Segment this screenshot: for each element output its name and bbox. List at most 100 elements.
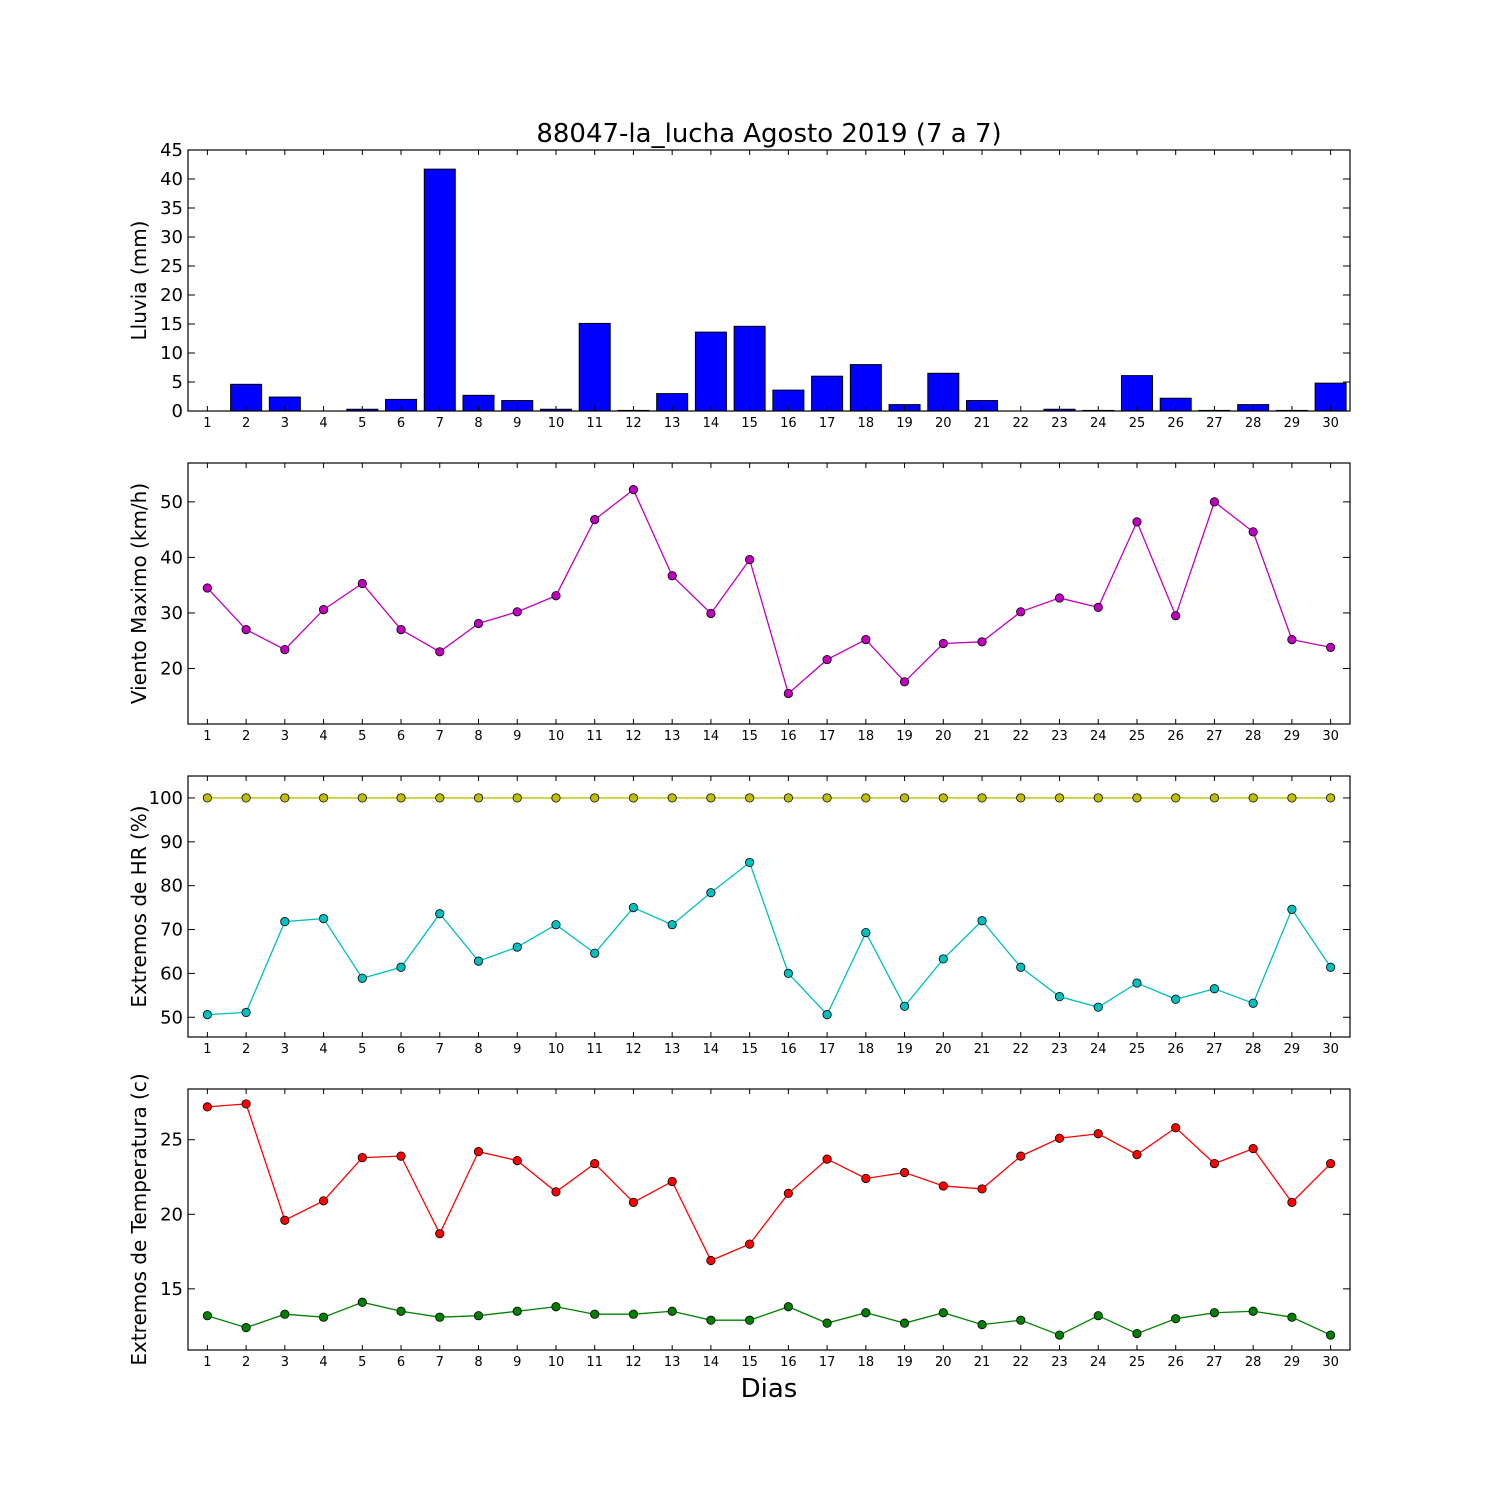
plot-frame [187, 149, 1351, 412]
x-tick-label: 16 [780, 416, 797, 431]
y-tick-label: 35 [160, 198, 183, 219]
x-tick-label: 25 [1129, 1355, 1146, 1370]
y-tick-label: 15 [160, 1279, 183, 1300]
y-tick-label: 60 [160, 963, 183, 984]
x-tick-label: 12 [625, 729, 642, 744]
x-tick-label: 24 [1090, 1042, 1107, 1057]
data-point-day-23 [1054, 1330, 1065, 1340]
x-tick-label: 2 [242, 1355, 250, 1370]
x-tick-label: 4 [319, 1042, 327, 1057]
data-point-day-9 [512, 942, 522, 952]
x-tick-label: 6 [397, 729, 405, 744]
data-point-day-17 [822, 654, 832, 665]
y-tick-label: 70 [160, 920, 183, 941]
x-tick-label: 6 [397, 416, 405, 431]
data-point-day-15 [745, 1239, 755, 1249]
chart-panels: 1 2 3 4 5 6 7 8 9 10 11 12 13 14 15 16 17 18 19 20 21 22 23 24 2… [127, 140, 1351, 1370]
x-tick-label: 3 [281, 1355, 289, 1370]
y-tick-label: 15 [160, 314, 183, 335]
y-tick-label: 5 [172, 372, 183, 393]
data-point-day-15 [745, 793, 755, 803]
data-point-day-16 [783, 1188, 793, 1199]
x-tick-label: 23 [1051, 1355, 1068, 1370]
data-point-day-26 [1171, 793, 1181, 803]
data-point-day-10 [551, 920, 561, 930]
data-point-day-30 [1326, 962, 1336, 972]
data-point-day-6 [396, 962, 406, 972]
data-point-day-26 [1171, 994, 1181, 1004]
y-tick-label: 90 [160, 832, 183, 853]
series-line-2 [207, 861, 1332, 1016]
x-tick-label: 3 [281, 1042, 289, 1057]
x-tick-label: 21 [974, 1042, 991, 1057]
data-point-day-20 [938, 793, 948, 803]
data-point-day-4 [318, 793, 329, 803]
data-point-day-2 [241, 1099, 251, 1109]
x-tick-label: 1 [203, 1355, 211, 1370]
data-point-day-30 [1326, 793, 1336, 803]
x-tick-label: 14 [703, 1355, 720, 1370]
x-tick-label: 9 [513, 729, 521, 744]
x-tick-label: 18 [858, 1355, 875, 1370]
x-tick-label: 13 [664, 1042, 681, 1057]
data-point-day-10 [551, 1187, 561, 1197]
data-point-day-20 [938, 638, 948, 649]
rain-bar-day-18 [849, 364, 882, 412]
data-point-day-16 [783, 1302, 793, 1312]
data-point-day-21 [977, 916, 987, 926]
data-point-day-12 [628, 1309, 639, 1319]
x-tick-label: 18 [858, 729, 875, 744]
series-line-1 [207, 1103, 1332, 1262]
x-tick-label: 16 [780, 729, 797, 744]
data-point-day-25 [1132, 1328, 1142, 1339]
x-tick-label: 15 [741, 1355, 758, 1370]
x-tick-label: 5 [358, 729, 366, 744]
panel-3: 1 2 3 4 5 6 7 8 9 10 11 12 13 14 15 16 17 18 19 20 21 22 23 24 2… [127, 775, 1351, 1057]
x-tick-label: 26 [1167, 1355, 1184, 1370]
y-tick-label: 80 [160, 876, 183, 897]
x-tick-label: 25 [1129, 416, 1146, 431]
data-point-day-5 [357, 1153, 367, 1163]
data-point-day-4 [318, 1312, 329, 1322]
data-point-day-23 [1054, 593, 1065, 603]
x-tick-label: 21 [974, 729, 991, 744]
data-point-day-6 [396, 1151, 406, 1161]
data-point-day-26 [1171, 1123, 1181, 1133]
x-tick-label: 28 [1245, 729, 1262, 744]
x-tick-label: 29 [1284, 416, 1301, 431]
data-point-day-11 [590, 1309, 600, 1319]
x-tick-label: 20 [935, 1042, 952, 1057]
data-point-day-20 [938, 1181, 948, 1191]
series-line-1 [206, 488, 1331, 695]
data-point-day-3 [280, 1309, 290, 1319]
data-point-day-19 [899, 677, 910, 687]
figure-title: 88047-la_lucha Agosto 2019 (7 a 7) [536, 119, 1001, 149]
x-tick-label: 17 [819, 1355, 836, 1370]
data-point-day-11 [590, 1158, 600, 1169]
plot-frame [187, 1088, 1351, 1351]
x-tick-label: 25 [1129, 729, 1146, 744]
data-point-day-6 [396, 624, 406, 635]
data-point-day-24 [1093, 793, 1103, 803]
y-tick-label: 40 [160, 547, 183, 568]
data-point-day-27 [1209, 497, 1220, 507]
x-tick-label: 23 [1051, 729, 1068, 744]
data-point-day-1 [202, 1102, 212, 1112]
x-tick-label: 11 [586, 1042, 603, 1057]
data-point-day-14 [706, 1255, 716, 1266]
x-tick-label: 14 [703, 729, 720, 744]
x-tick-label: 7 [436, 1355, 444, 1370]
y-tick-label: 50 [160, 492, 183, 513]
data-point-day-9 [512, 607, 522, 617]
x-tick-label: 2 [242, 416, 250, 431]
x-tick-label: 12 [625, 1042, 642, 1057]
x-tick-label: 29 [1284, 1355, 1301, 1370]
data-point-day-22 [1016, 1315, 1026, 1325]
data-point-day-28 [1248, 527, 1258, 537]
data-point-day-7 [435, 1312, 445, 1322]
x-tick-label: 23 [1051, 1042, 1068, 1057]
y-tick-label: 50 [160, 1007, 183, 1028]
data-point-day-16 [783, 968, 793, 978]
x-tick-label: 27 [1206, 1042, 1223, 1057]
data-point-day-1 [202, 1010, 212, 1020]
